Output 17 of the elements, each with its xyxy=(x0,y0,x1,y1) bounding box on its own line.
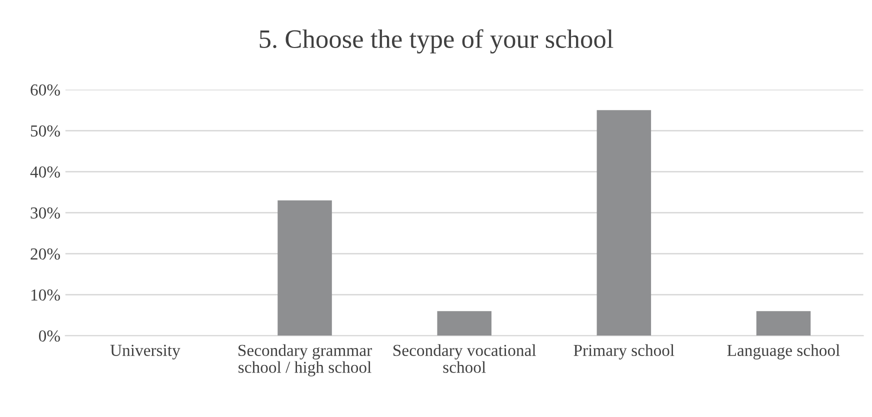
bar xyxy=(756,311,811,336)
chart-title: 5. Choose the type of your school xyxy=(260,29,614,54)
y-tick-label: 40% xyxy=(30,166,60,178)
x-tick-label: Language school xyxy=(727,344,840,360)
y-tick-label: 10% xyxy=(31,289,60,301)
bar xyxy=(278,200,332,336)
y-tick-label: 60% xyxy=(30,84,60,96)
y-tick-label: 50% xyxy=(30,125,60,137)
y-tick-label: 20% xyxy=(30,248,60,260)
x-tick-label: University xyxy=(110,344,180,360)
x-tick-label: Primary school xyxy=(574,344,674,360)
y-tick-label: 30% xyxy=(30,207,60,219)
bar xyxy=(596,110,652,336)
x-tick-label: Secondary grammar school / high school xyxy=(238,344,372,376)
x-tick-label: Secondary vocational school xyxy=(393,344,536,373)
y-tick-label: 0% xyxy=(38,330,60,342)
bar xyxy=(437,311,492,336)
